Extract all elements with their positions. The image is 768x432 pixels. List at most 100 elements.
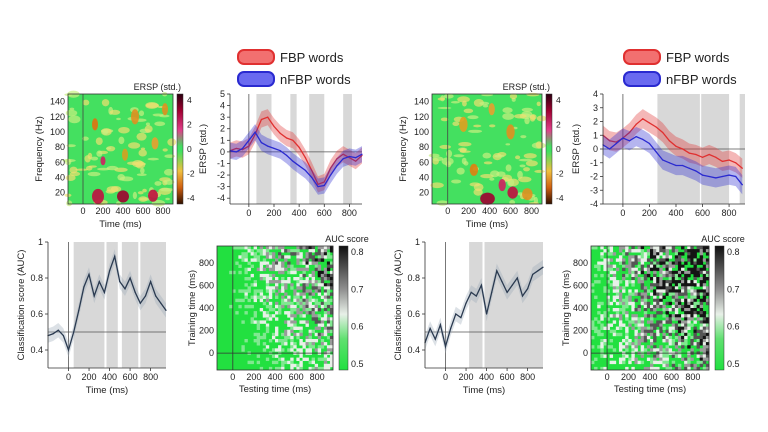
data-point <box>715 177 717 179</box>
y-tick-label: 400 <box>199 303 214 313</box>
heatmap-speckle <box>523 153 537 159</box>
gat-cell <box>699 277 704 281</box>
gat-cell <box>662 273 666 278</box>
gat-cell <box>299 277 303 281</box>
gat-cell <box>615 326 620 330</box>
data-point <box>455 313 457 315</box>
gat-cell <box>640 246 645 250</box>
data-point <box>298 146 300 148</box>
gat-cell <box>290 326 294 330</box>
gat-cell <box>275 317 279 321</box>
heatmap-speckle <box>443 93 454 99</box>
gat-cell <box>634 329 638 334</box>
gat-cell <box>329 339 334 343</box>
gat-cell <box>668 339 673 343</box>
gat-cell <box>705 246 710 250</box>
gat-cell <box>299 298 303 303</box>
gat-cell <box>600 317 604 321</box>
gat-cell <box>681 286 685 290</box>
gat-cell <box>259 277 264 281</box>
colorbar <box>714 245 725 371</box>
gat-cell <box>674 261 679 265</box>
y-tick-label: 0.8 <box>407 273 420 283</box>
gat-cell <box>705 323 710 327</box>
gat-cell <box>671 270 676 275</box>
gat-cell <box>293 304 297 309</box>
gat-cell <box>326 289 331 293</box>
gat-cell <box>681 304 685 309</box>
gat-cell <box>265 345 270 349</box>
gat-cell <box>628 255 632 259</box>
heatmap-speckle <box>459 150 471 153</box>
gat-cell <box>625 273 629 278</box>
legend-swatch-nfbp <box>237 71 275 87</box>
gat-cell <box>653 292 657 296</box>
gat-cell <box>637 332 641 337</box>
gat-cell <box>317 286 322 290</box>
gat-cell <box>662 304 666 309</box>
gat-cell <box>314 332 319 337</box>
gat-cell <box>262 314 267 318</box>
gat-cell <box>597 267 601 272</box>
gat-cell <box>687 363 691 368</box>
gat-cell <box>247 267 251 272</box>
gat-cell <box>603 249 607 253</box>
y-tick-label: 80 <box>55 142 65 152</box>
gat-cell <box>326 252 331 256</box>
gat-cell <box>329 273 334 278</box>
data-point <box>67 349 70 351</box>
gat-cell <box>281 363 285 368</box>
gat-cell <box>278 280 282 284</box>
gat-cell <box>329 249 334 253</box>
gat-cell <box>656 267 660 272</box>
data-point <box>150 281 152 283</box>
gat-cell <box>653 267 657 272</box>
gat-cell <box>684 314 688 318</box>
gat-cell <box>650 314 654 318</box>
y-tick-label: 0.6 <box>30 309 43 319</box>
gat-cell <box>314 326 319 330</box>
gat-cell <box>262 335 267 340</box>
gat-cell <box>250 320 254 324</box>
gat-cell <box>665 270 669 275</box>
data-point <box>668 162 670 164</box>
heatmap-blob <box>162 103 168 116</box>
gat-cell <box>293 298 297 303</box>
gat-cell <box>665 280 669 284</box>
gat-cell <box>287 264 291 268</box>
gat-cell <box>665 311 669 315</box>
gat-cell <box>677 314 682 318</box>
x-tick-label: 600 <box>123 372 138 382</box>
gat-cell <box>618 348 623 352</box>
gat-cell <box>659 345 663 349</box>
heatmap-speckle <box>96 150 103 157</box>
gat-cell <box>677 261 682 265</box>
x-tick-label: 600 <box>289 372 304 382</box>
gat-cell <box>314 258 319 262</box>
gat-cell <box>253 289 257 293</box>
gat-cell <box>256 267 261 272</box>
gat-cell <box>687 252 691 256</box>
gat-cell <box>268 339 273 343</box>
gat-cell <box>681 332 685 337</box>
legend-label-fbp: FBP words <box>666 50 730 65</box>
gat-cell <box>631 308 635 312</box>
gat-cell <box>674 277 679 281</box>
gat-cell <box>628 270 632 275</box>
gat-cell <box>293 267 297 272</box>
gat-cell <box>634 345 638 349</box>
data-point <box>542 266 544 268</box>
gat-cell <box>653 273 657 278</box>
gat-cell <box>247 261 251 265</box>
gat-cell <box>278 289 282 293</box>
gat-cell <box>268 277 273 281</box>
gat-cell <box>284 258 288 262</box>
gat-cell <box>671 292 676 296</box>
gat-cell <box>687 301 691 306</box>
data-point <box>688 152 690 154</box>
gat-cell <box>656 348 660 352</box>
x-tick-label: 200 <box>459 372 474 382</box>
gat-cell <box>684 342 688 346</box>
gat-cell <box>320 304 325 309</box>
gat-cell <box>287 311 291 315</box>
